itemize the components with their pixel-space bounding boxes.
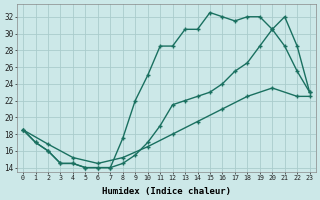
X-axis label: Humidex (Indice chaleur): Humidex (Indice chaleur) xyxy=(102,187,231,196)
